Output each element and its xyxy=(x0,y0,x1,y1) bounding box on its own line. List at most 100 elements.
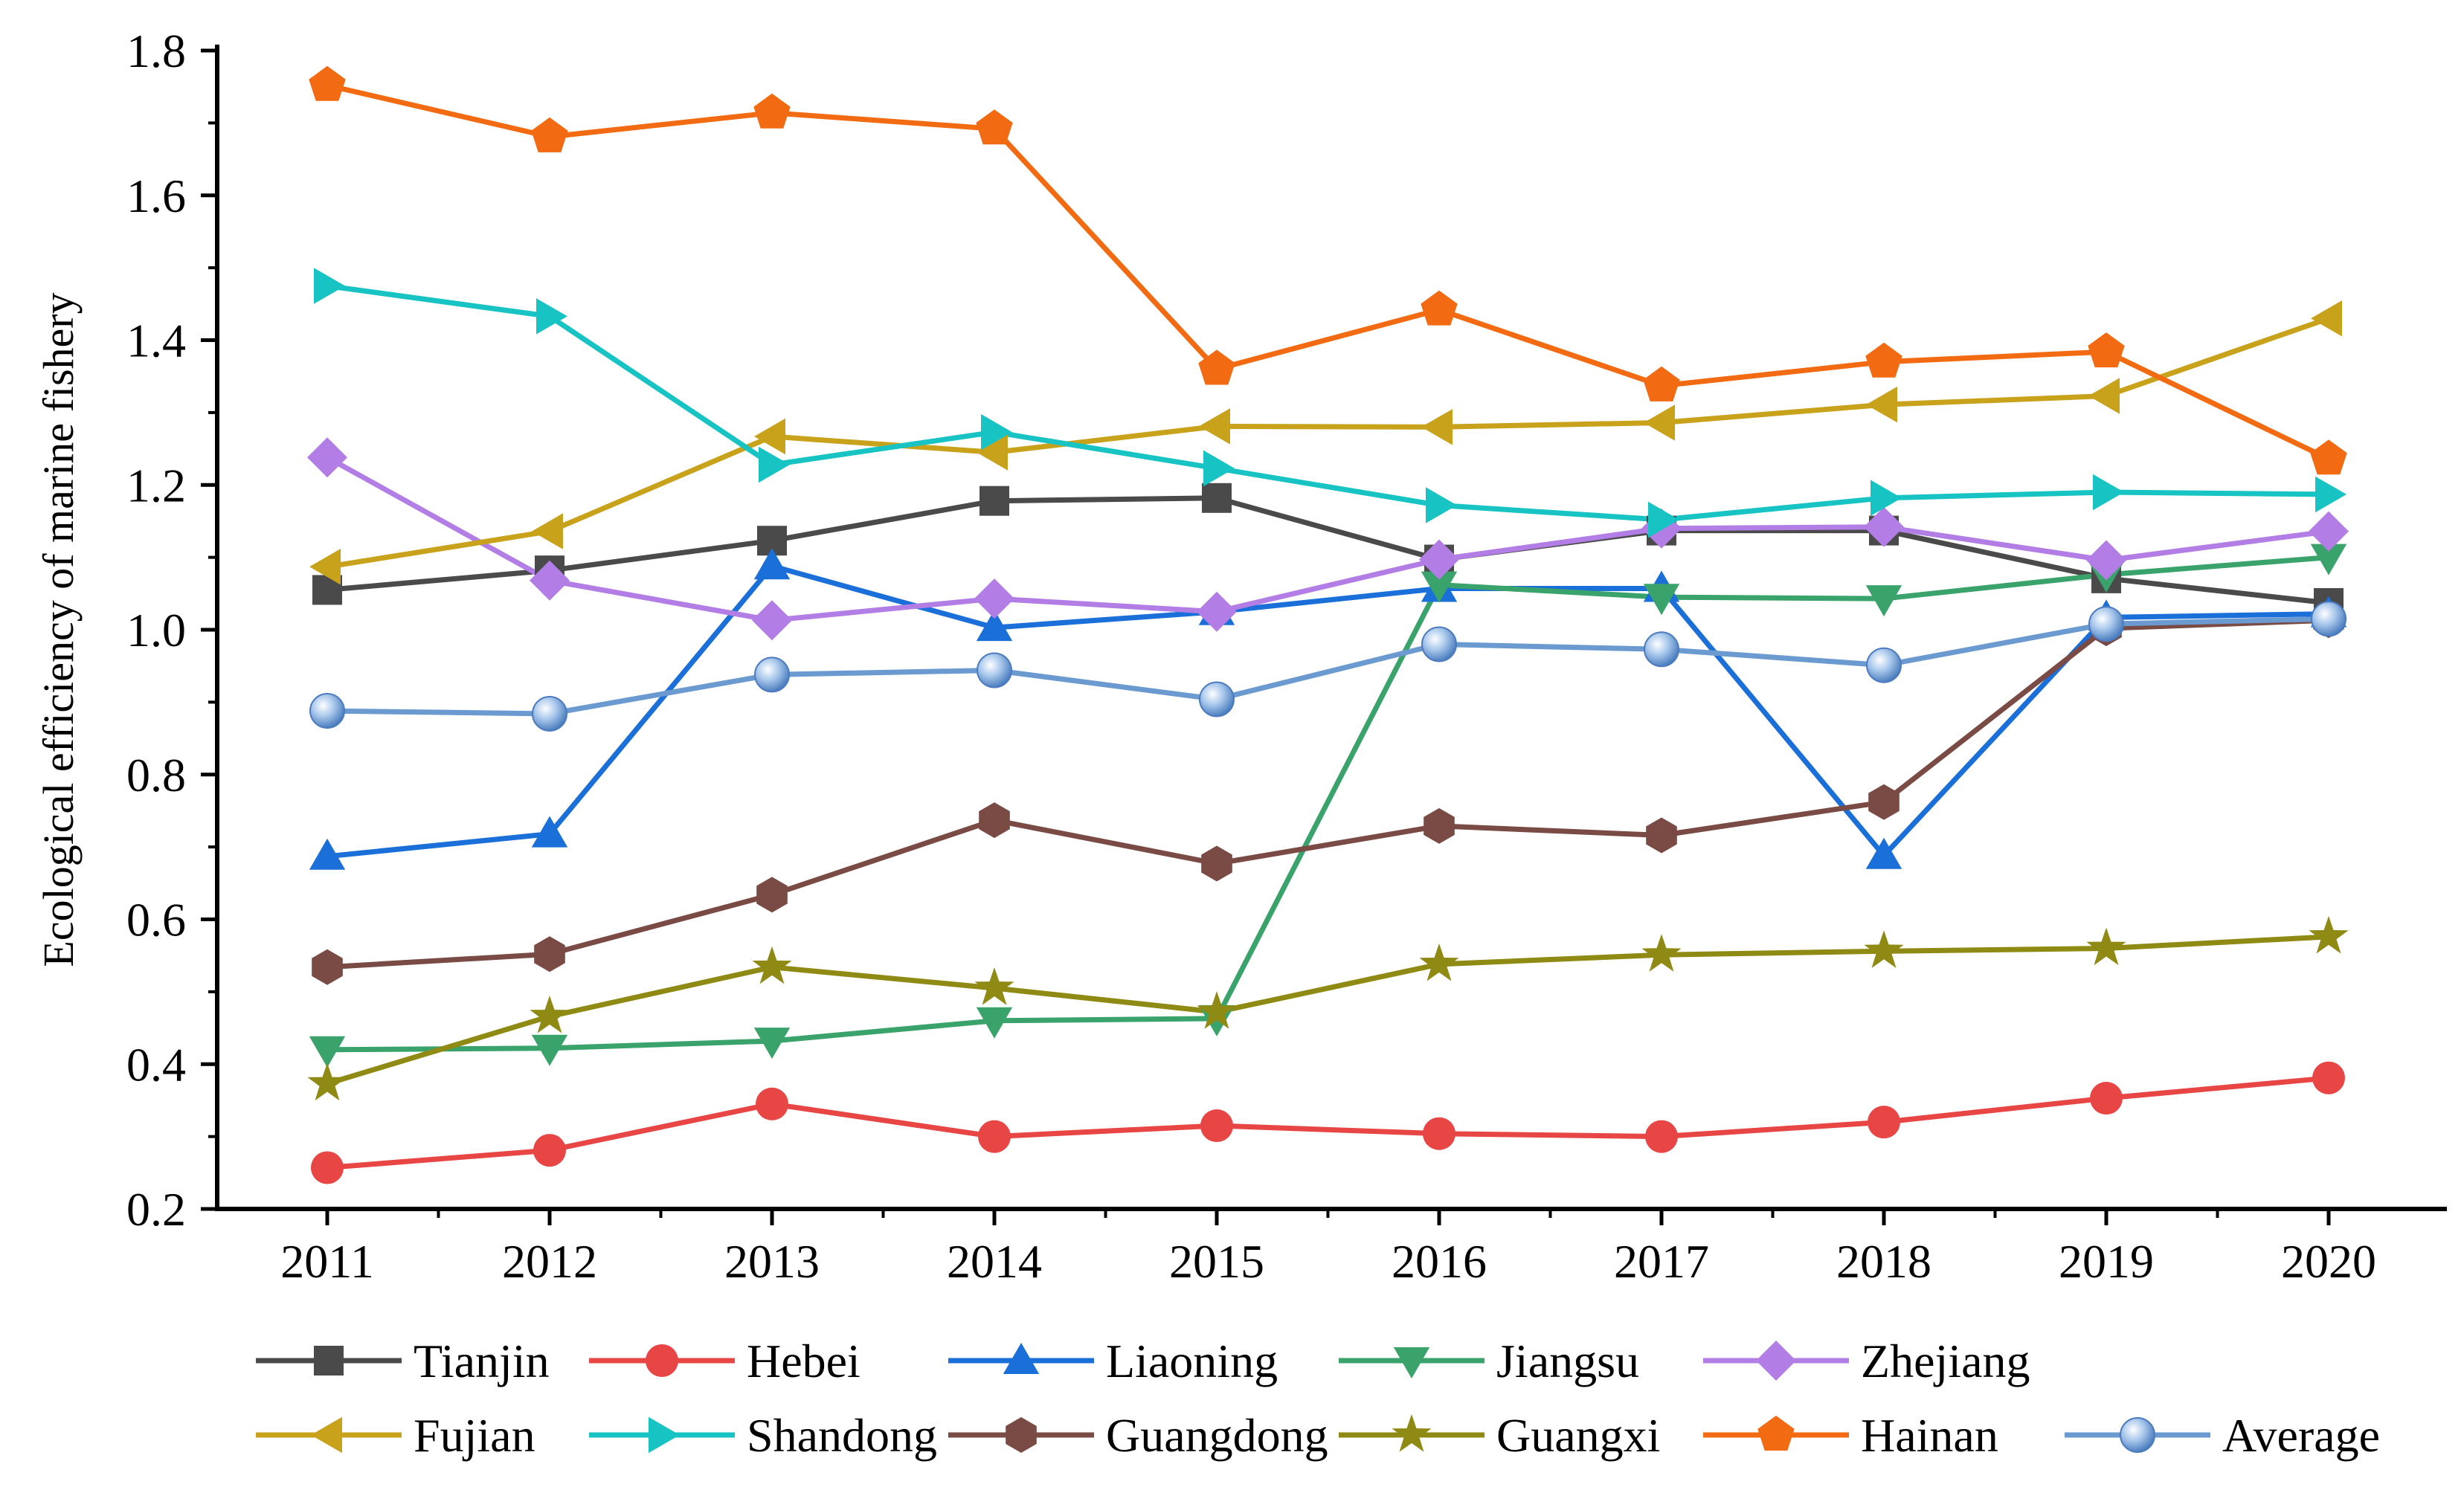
data-point-fujian xyxy=(532,513,563,549)
data-point-hebei xyxy=(1423,1117,1455,1150)
legend-item-shandong: Shandong xyxy=(589,1409,937,1462)
data-point-guangxi xyxy=(1197,991,1237,1029)
x-tick-label: 2013 xyxy=(724,1235,820,1288)
data-point-liaoning xyxy=(753,548,791,580)
data-point-hebei xyxy=(1200,1109,1233,1143)
data-point-fujian xyxy=(1199,408,1230,445)
data-point-guangxi xyxy=(2309,915,2349,954)
x-tick-label: 2014 xyxy=(947,1235,1042,1288)
data-point-guangxi xyxy=(307,1062,347,1101)
x-tick-label: 2020 xyxy=(2281,1235,2376,1288)
legend-label: Guangdong xyxy=(1106,1409,1328,1462)
legend-label: Hainan xyxy=(1861,1409,1998,1462)
legend-marker-tianjin xyxy=(314,1346,344,1375)
series-markers xyxy=(307,65,2349,1184)
legend-label: Fujian xyxy=(414,1409,535,1462)
data-point-hainan xyxy=(531,117,568,152)
data-point-guangxi xyxy=(974,967,1014,1005)
legend-marker-shandong xyxy=(649,1416,680,1454)
data-point-shandong xyxy=(536,298,567,335)
legend: Tianjin Hebei Liaoning Jiangsu Zhejiang Fujia… xyxy=(256,1335,2380,1462)
legend-label: Guangxi xyxy=(1496,1409,1660,1462)
data-point-zhejiang xyxy=(974,578,1014,619)
legend-marker-guangdong xyxy=(1006,1417,1037,1453)
data-point-jiangsu xyxy=(531,1034,568,1066)
data-point-shandong xyxy=(981,413,1012,451)
x-tick-label: 2011 xyxy=(280,1235,374,1288)
axes: 0.2 0.4 0.6 0.8 1.0 1.2 1.4 1.6 1.8 2011 2012 2013 2… xyxy=(34,25,2447,1288)
data-point-average xyxy=(1644,631,1679,668)
data-point-liaoning xyxy=(1865,837,1902,869)
series-line-hainan xyxy=(327,83,2330,462)
data-point-hainan xyxy=(1421,290,1458,326)
data-point-guangdong xyxy=(1646,817,1677,854)
legend-marker-hebei xyxy=(646,1344,678,1377)
data-point-hainan xyxy=(1198,349,1235,385)
series-line-zhejiang xyxy=(326,455,2329,623)
data-point-guangdong xyxy=(979,802,1010,839)
data-point-shandong xyxy=(2093,474,2124,511)
legend-item-hainan: Hainan xyxy=(1703,1409,1998,1462)
data-point-hainan xyxy=(976,109,1013,145)
data-point-guangxi xyxy=(1641,934,1682,972)
data-point-jiangsu xyxy=(753,1028,791,1060)
data-point-guangxi xyxy=(2086,927,2126,966)
data-point-zhejiang xyxy=(1197,591,1237,632)
y-tick-label: 0.6 xyxy=(126,894,186,946)
y-tick-label: 0.2 xyxy=(126,1183,186,1236)
data-point-guangdong xyxy=(756,877,788,913)
data-point-shandong xyxy=(2315,476,2346,513)
series-lines xyxy=(326,83,2330,1170)
data-point-fujian xyxy=(1644,404,1675,441)
data-point-zhejiang xyxy=(530,560,570,601)
data-point-hebei xyxy=(311,1151,344,1184)
data-point-hebei xyxy=(978,1120,1011,1153)
data-point-guangdong xyxy=(1424,807,1455,844)
legend-label: Zhejiang xyxy=(1861,1335,2030,1387)
data-point-hainan xyxy=(2310,439,2347,475)
data-point-guangdong xyxy=(534,936,565,973)
data-point-hainan xyxy=(2088,332,2125,368)
y-tick-label: 1.4 xyxy=(126,315,186,367)
legend-label: Shandong xyxy=(747,1409,937,1462)
data-point-jiangsu xyxy=(309,1036,346,1068)
series-line-liaoning xyxy=(327,563,2329,860)
legend-item-tianjin: Tianjin xyxy=(256,1335,550,1387)
y-tick-label: 0.4 xyxy=(126,1038,186,1091)
data-point-hebei xyxy=(756,1087,788,1120)
y-tick-label: 1.6 xyxy=(126,170,186,222)
data-point-average xyxy=(2311,601,2346,637)
data-point-zhejiang xyxy=(2086,540,2126,581)
data-point-shandong xyxy=(1426,487,1457,523)
series-line-hebei xyxy=(327,1075,2329,1170)
data-point-jiangsu xyxy=(976,1007,1013,1039)
data-point-average xyxy=(1421,626,1457,662)
y-tick-label: 0.8 xyxy=(126,749,186,802)
data-point-shandong xyxy=(314,268,345,304)
data-point-fujian xyxy=(309,549,341,585)
data-point-tianjin xyxy=(1202,483,1232,513)
series-line-guangxi xyxy=(326,934,2329,1086)
data-point-fujian xyxy=(1421,409,1453,445)
data-point-hainan xyxy=(1865,342,1902,378)
legend-item-guangxi: Guangxi xyxy=(1339,1409,1660,1462)
legend-label: Liaoning xyxy=(1106,1335,1278,1387)
data-point-fujian xyxy=(754,418,785,455)
series-line-guangdong xyxy=(327,617,2329,970)
data-point-liaoning xyxy=(531,816,568,848)
data-point-hebei xyxy=(533,1134,566,1167)
data-point-guangdong xyxy=(312,949,343,985)
data-point-shandong xyxy=(1648,501,1679,538)
data-point-hebei xyxy=(2090,1082,2123,1115)
series-line-fujian xyxy=(327,315,2330,570)
legend-label: Tianjin xyxy=(414,1335,550,1387)
data-point-guangxi xyxy=(752,946,792,984)
data-point-guangdong xyxy=(1201,845,1232,882)
data-point-hebei xyxy=(1868,1106,1900,1139)
data-point-hainan xyxy=(1643,366,1680,401)
y-tick-label: 1.0 xyxy=(126,604,186,657)
y-axis-title: Ecological efficiency of marine fishery xyxy=(34,292,83,967)
data-point-fujian xyxy=(2088,378,2120,414)
